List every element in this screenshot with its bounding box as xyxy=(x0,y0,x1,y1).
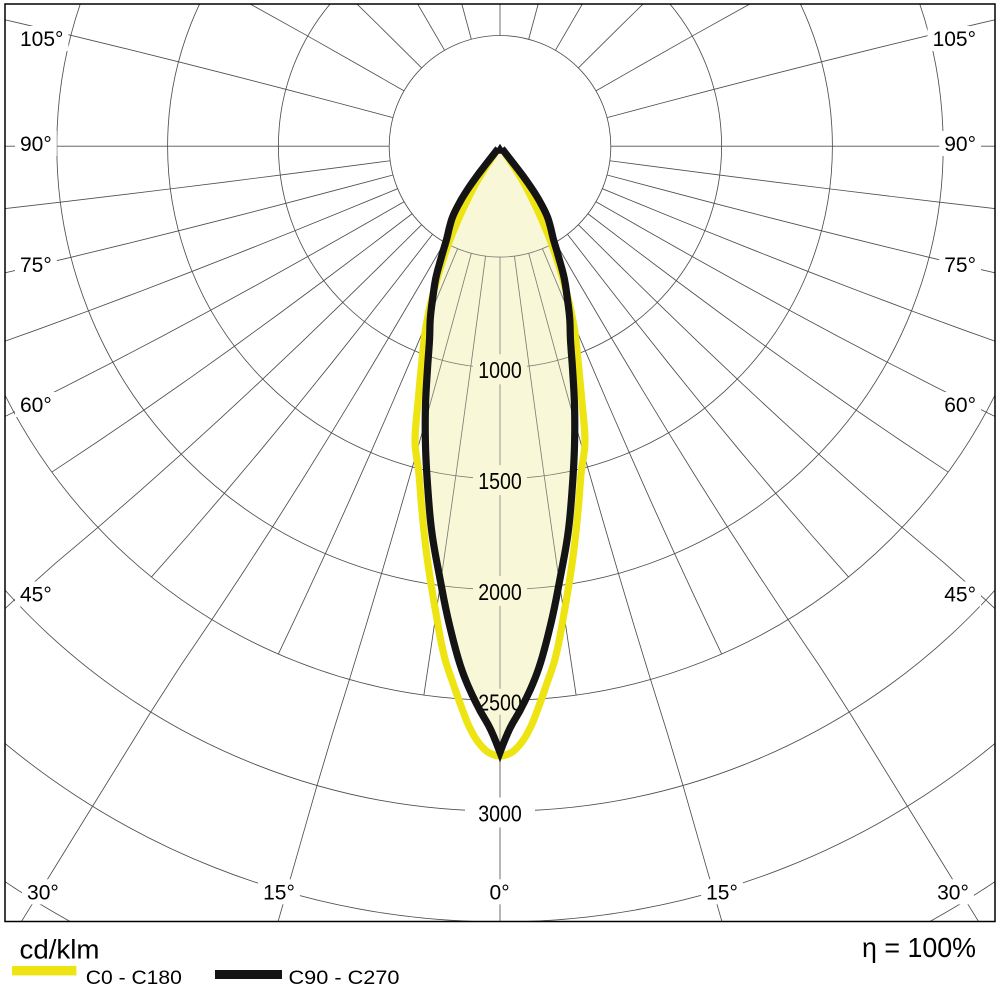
svg-text:60°: 60° xyxy=(944,394,976,417)
svg-text:0°: 0° xyxy=(490,881,510,904)
svg-text:1000: 1000 xyxy=(478,357,522,383)
svg-text:90°: 90° xyxy=(944,133,976,156)
svg-text:105°: 105° xyxy=(933,28,976,51)
svg-text:3000: 3000 xyxy=(478,800,522,826)
svg-text:C90 - C270: C90 - C270 xyxy=(289,967,400,989)
svg-text:C0 - C180: C0 - C180 xyxy=(86,967,182,989)
svg-text:75°: 75° xyxy=(944,254,976,277)
svg-text:15°: 15° xyxy=(263,881,295,904)
svg-text:90°: 90° xyxy=(20,133,52,156)
svg-text:2500: 2500 xyxy=(478,690,522,716)
svg-text:30°: 30° xyxy=(27,881,59,904)
svg-text:15°: 15° xyxy=(706,881,738,904)
svg-text:2000: 2000 xyxy=(478,579,522,605)
svg-text:45°: 45° xyxy=(20,584,52,607)
svg-text:cd/klm: cd/klm xyxy=(20,934,100,964)
svg-text:45°: 45° xyxy=(944,584,976,607)
svg-text:30°: 30° xyxy=(937,881,969,904)
svg-text:1500: 1500 xyxy=(478,468,522,494)
svg-text:75°: 75° xyxy=(20,254,52,277)
svg-text:60°: 60° xyxy=(20,394,52,417)
svg-text:105°: 105° xyxy=(20,28,63,51)
svg-text:η = 100%: η = 100% xyxy=(862,932,976,963)
